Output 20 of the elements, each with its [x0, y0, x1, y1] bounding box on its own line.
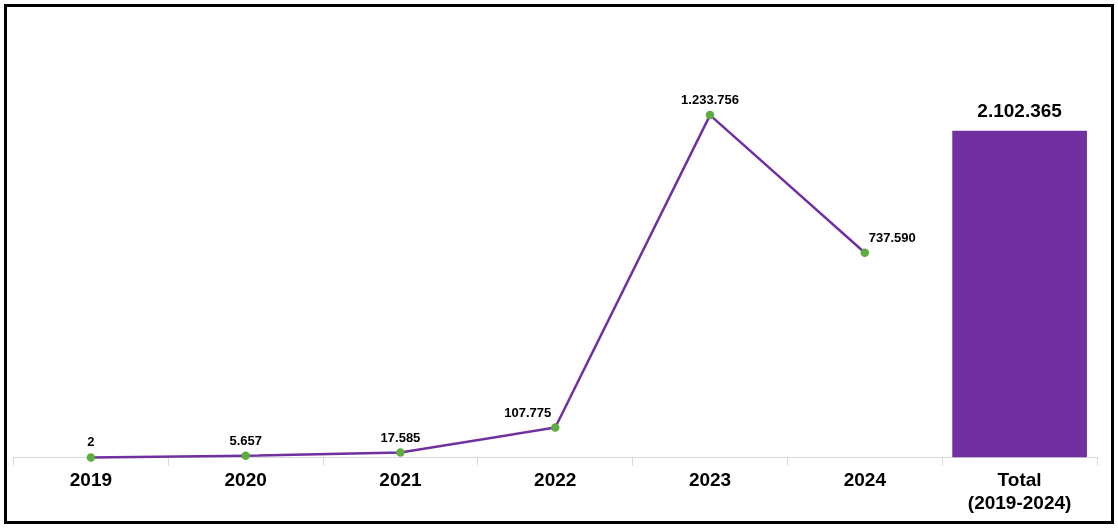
data-label: 5.657 — [229, 432, 262, 448]
x-tick-label: 2021 — [379, 469, 423, 491]
data-label: 737.590 — [868, 229, 916, 245]
x-tick-label: Total (2019-2024) — [967, 469, 1072, 513]
point — [396, 448, 405, 457]
point — [860, 248, 870, 258]
x-tick-label: 2023 — [688, 469, 732, 491]
data-label: 17.585 — [380, 429, 421, 445]
point — [705, 110, 715, 120]
data-label: 107.775 — [504, 404, 552, 420]
data-label: 2 — [87, 434, 95, 450]
data-label: 1.233.756 — [681, 92, 739, 108]
x-tick-label: 2019 — [69, 469, 113, 491]
point — [241, 451, 250, 461]
x-tick-label: 2024 — [843, 469, 887, 491]
x-tick-label: 2020 — [224, 469, 267, 491]
data-label: 2.102.365 — [977, 99, 1063, 121]
point — [551, 423, 560, 432]
point — [86, 453, 96, 462]
x-tick-label: 2022 — [534, 469, 577, 491]
